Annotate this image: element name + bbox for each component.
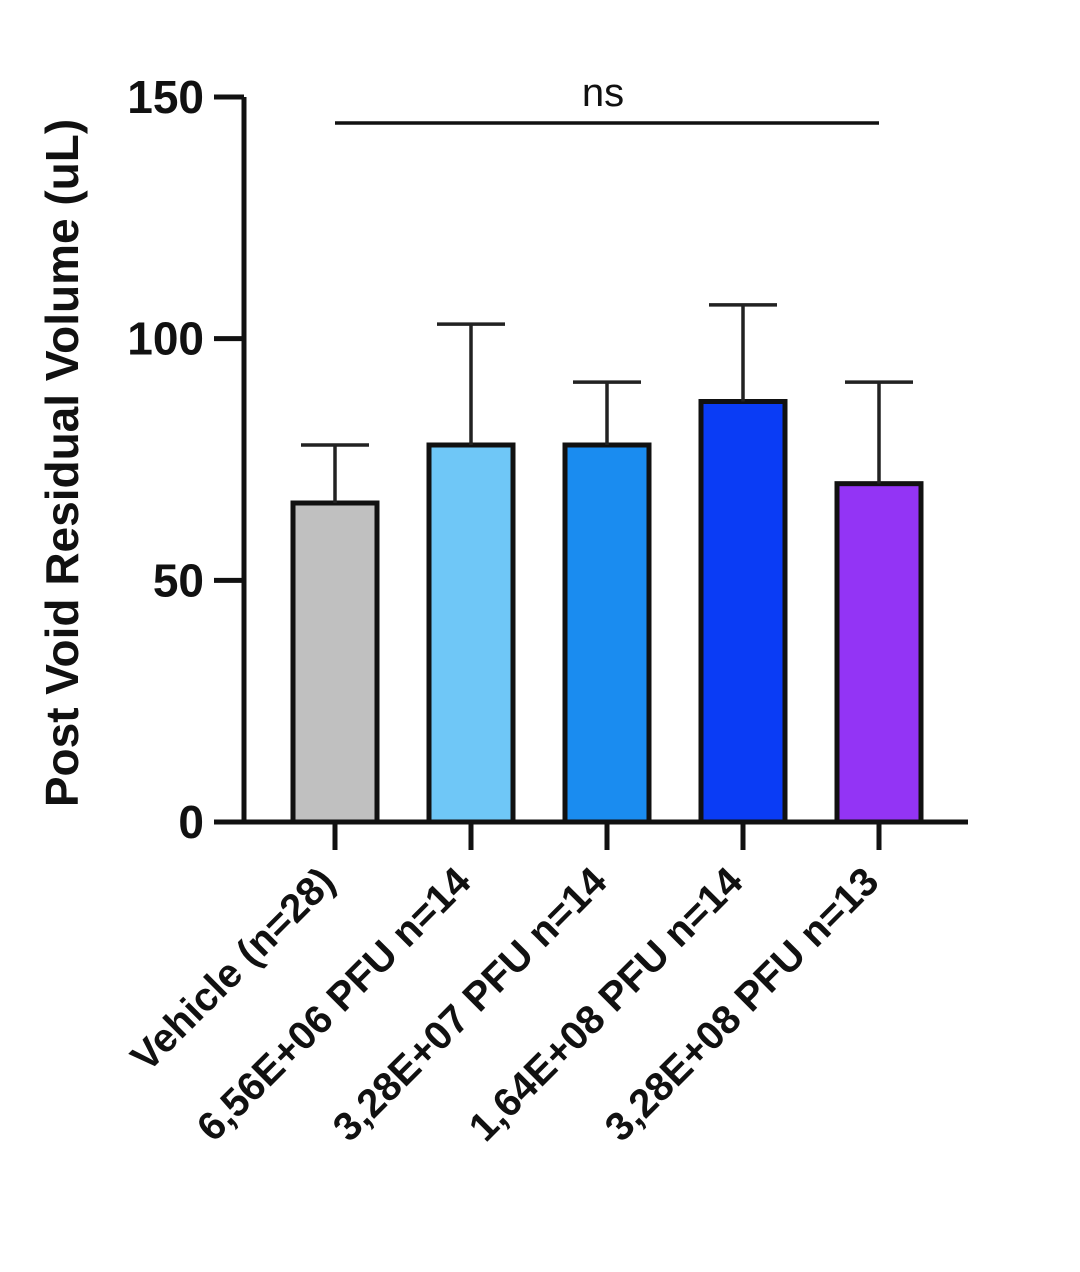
x-category-label: 3,28E+08 PFU n=13	[597, 859, 888, 1150]
bar	[562, 442, 652, 825]
significance-label: ns	[582, 71, 624, 115]
y-tick-label: 0	[178, 796, 204, 848]
x-category-label: 6,56E+06 PFU n=14	[189, 859, 480, 1150]
bar	[426, 442, 516, 825]
error-bars	[301, 303, 913, 503]
bar	[834, 481, 924, 825]
y-tick-label: 50	[153, 554, 204, 606]
y-axis-ticks: 0 50 100 150	[127, 71, 244, 848]
y-axis-title: Post Void Residual Volume (uL)	[36, 119, 88, 807]
y-tick-label: 100	[127, 313, 204, 365]
x-category-label: 1,64E+08 PFU n=14	[461, 859, 752, 1150]
x-category-label: 3,28E+07 PFU n=14	[325, 859, 616, 1150]
bar	[698, 399, 788, 825]
significance-annotation: ns	[335, 71, 879, 125]
x-axis-labels: Vehicle (n=28)6,56E+06 PFU n=143,28E+07 …	[123, 822, 888, 1150]
bars	[290, 399, 924, 825]
bar	[290, 500, 380, 825]
y-tick-label: 150	[127, 71, 204, 123]
